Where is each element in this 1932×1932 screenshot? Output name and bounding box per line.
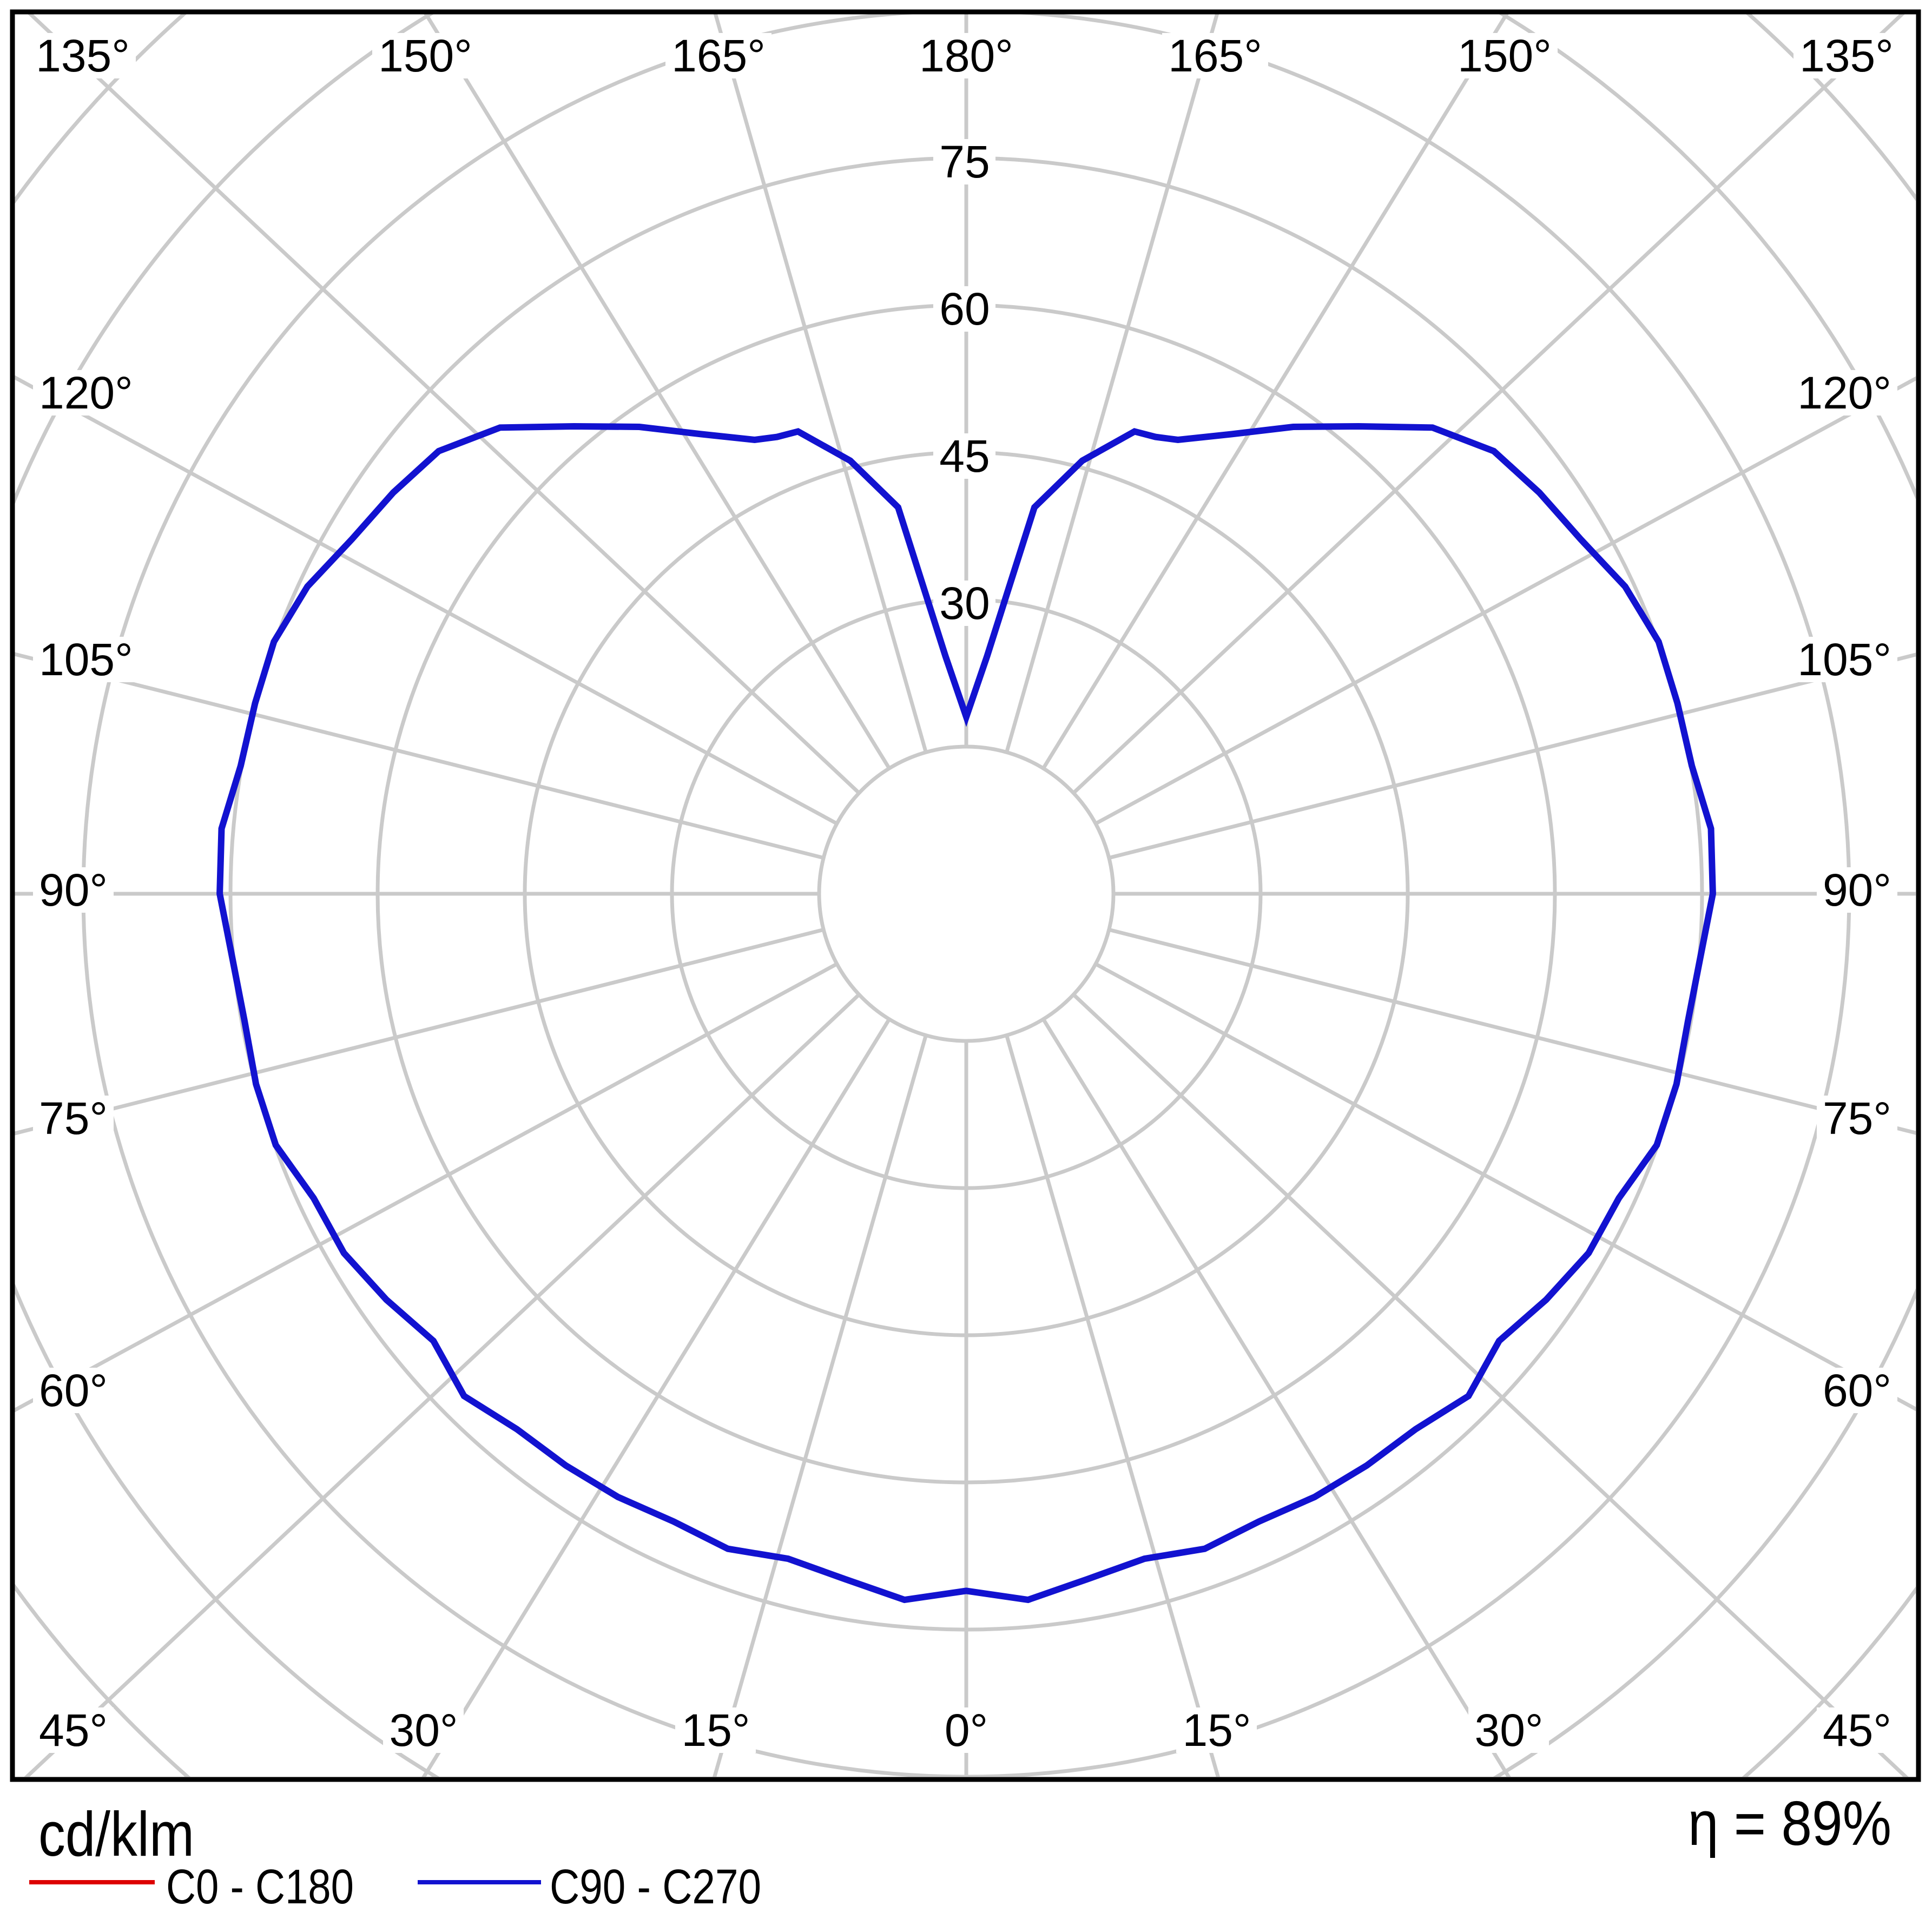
svg-text:15°: 15° — [681, 1705, 750, 1756]
svg-text:45: 45 — [939, 431, 990, 482]
svg-text:165°: 165° — [671, 30, 766, 81]
svg-text:75: 75 — [939, 136, 990, 187]
svg-text:75°: 75° — [39, 1093, 108, 1144]
svg-text:135°: 135° — [1799, 30, 1894, 81]
svg-text:60: 60 — [939, 283, 990, 334]
svg-text:105°: 105° — [39, 634, 133, 685]
svg-text:45°: 45° — [1823, 1705, 1891, 1756]
svg-text:180°: 180° — [919, 30, 1013, 81]
svg-text:165°: 165° — [1168, 30, 1262, 81]
svg-text:0°: 0° — [945, 1705, 988, 1756]
svg-text:120°: 120° — [39, 367, 133, 418]
svg-text:120°: 120° — [1797, 367, 1891, 418]
svg-text:90°: 90° — [1823, 865, 1891, 915]
svg-text:60°: 60° — [39, 1365, 108, 1416]
svg-text:45°: 45° — [39, 1705, 108, 1756]
svg-text:30°: 30° — [389, 1705, 458, 1756]
svg-text:90°: 90° — [39, 865, 108, 915]
svg-text:150°: 150° — [378, 30, 472, 81]
svg-text:C0 - C180: C0 - C180 — [166, 1860, 354, 1914]
svg-text:105°: 105° — [1797, 634, 1891, 685]
svg-text:75°: 75° — [1823, 1093, 1891, 1144]
svg-text:150°: 150° — [1458, 30, 1552, 81]
svg-text:C90 - C270: C90 - C270 — [550, 1860, 761, 1914]
svg-text:135°: 135° — [36, 30, 130, 81]
svg-text:60°: 60° — [1823, 1365, 1891, 1416]
svg-text:η = 89%: η = 89% — [1688, 1788, 1891, 1858]
svg-text:30°: 30° — [1474, 1705, 1543, 1756]
svg-text:cd/klm: cd/klm — [38, 1799, 194, 1869]
svg-text:15°: 15° — [1182, 1705, 1251, 1756]
svg-text:30: 30 — [939, 578, 990, 629]
